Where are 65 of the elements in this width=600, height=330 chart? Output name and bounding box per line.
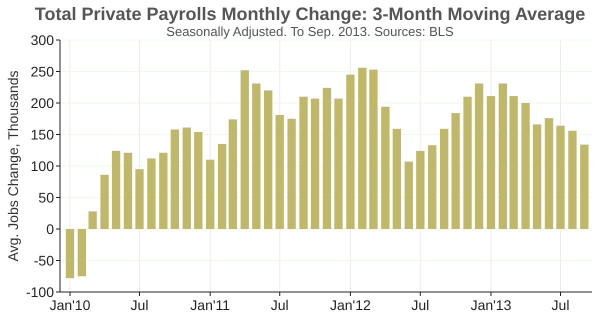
bar [346, 74, 355, 229]
bar [322, 88, 332, 229]
bar [381, 106, 390, 229]
bar [252, 83, 260, 229]
bar [194, 132, 202, 229]
bar [206, 160, 214, 229]
bar [228, 119, 238, 229]
chart-subtitle: Seasonally Adjusted. To Sep. 2013. Sources: BLS [166, 24, 454, 39]
y-tick-label: 300 [30, 32, 54, 48]
y-tick-label: 0 [46, 220, 54, 237]
x-tick-label: Jul [130, 297, 148, 313]
bar [147, 158, 156, 229]
bar [310, 98, 320, 229]
bar [334, 98, 343, 229]
bar [135, 169, 144, 229]
bar [287, 118, 296, 229]
bar [580, 144, 588, 229]
bar [170, 129, 180, 229]
y-tick-label: -100 [26, 284, 54, 300]
bar [428, 145, 436, 229]
chart-title: Total Private Payrolls Monthly Change: 3-Month Moving Average [34, 4, 586, 24]
bar [78, 229, 86, 276]
bar [556, 126, 565, 229]
y-axis-title: Avg. Jobs Change, Thousands [5, 70, 21, 262]
bar [532, 124, 542, 229]
bar [240, 70, 249, 229]
y-tick-label: 250 [30, 63, 54, 80]
bar [276, 114, 284, 229]
bar [159, 152, 168, 229]
bar [404, 162, 413, 229]
bar [124, 152, 132, 229]
x-tick-label: Jan'11 [190, 297, 230, 313]
y-tick-label: -50 [34, 252, 54, 268]
bar [463, 96, 472, 229]
bar [299, 96, 308, 229]
y-tick-label: 150 [30, 126, 54, 142]
bar [440, 128, 448, 229]
bar [100, 174, 109, 229]
bar [264, 90, 272, 229]
y-tick-label: 50 [38, 189, 54, 206]
bar [568, 130, 577, 229]
bar [369, 70, 378, 229]
x-tick-label: Jul [270, 297, 289, 313]
bar [182, 128, 191, 229]
bar [486, 96, 496, 229]
bar [544, 118, 554, 229]
bar [509, 96, 518, 229]
bar [66, 229, 74, 278]
bar [392, 128, 402, 229]
y-tick-label: 100 [30, 158, 54, 174]
x-tick-label: Jan'12 [330, 297, 372, 313]
x-tick-label: Jul [552, 297, 570, 313]
bar [451, 113, 460, 229]
x-tick-label: Jan'13 [470, 297, 512, 313]
bar [474, 83, 484, 229]
bar [498, 83, 508, 229]
bar [521, 103, 530, 229]
bar [112, 150, 120, 229]
bar [358, 68, 366, 229]
y-tick-label: 200 [30, 94, 54, 111]
bar [88, 211, 97, 229]
bar [218, 144, 226, 229]
x-tick-label: Jan'10 [50, 297, 91, 313]
bar [416, 150, 424, 229]
x-tick-label: Jul [411, 297, 430, 313]
